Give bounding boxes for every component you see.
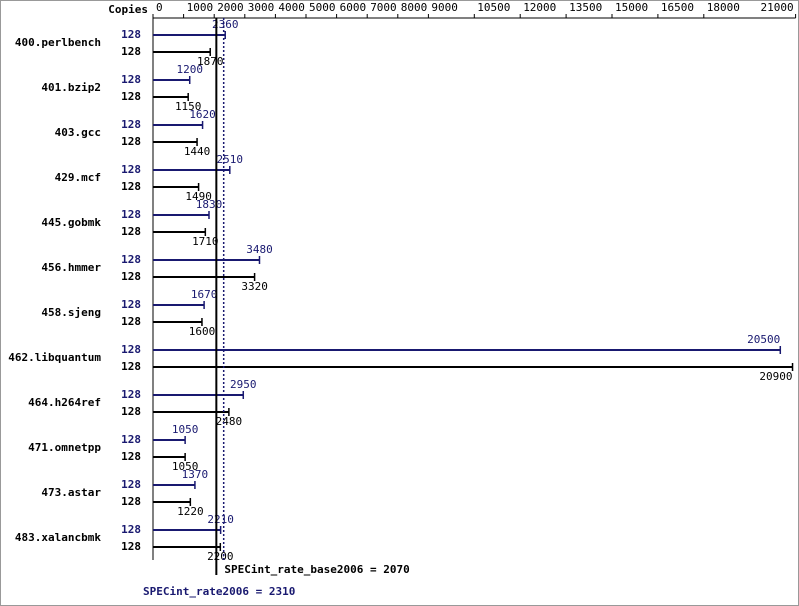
category-label: 400.perlbench [15,36,101,49]
x-tick-label: 9000 [431,1,458,14]
summary-label: SPECint_rate_base2006 = 2070 [224,563,409,576]
value-label: 1370 [182,468,209,481]
value-label: 2210 [207,513,234,526]
x-tick-label: 13500 [569,1,602,14]
copies-label: 128 [121,73,141,86]
copies-label: 128 [121,433,141,446]
copies-label: 128 [121,28,141,41]
x-tick-label: 16500 [661,1,694,14]
x-tick-label: 3000 [248,1,274,14]
value-label: 3320 [241,280,268,293]
copies-label: 128 [121,225,141,238]
value-label: 1490 [185,190,212,203]
value-label: 3480 [246,243,273,256]
copies-label: 128 [121,388,141,401]
value-label: 1440 [184,145,211,158]
value-label: 20900 [759,370,792,383]
value-label: 1830 [196,198,223,211]
summary-label: SPECint_rate2006 = 2310 [143,585,295,598]
value-label: 2950 [230,378,257,391]
value-label: 2200 [207,550,234,563]
copies-label: 128 [121,135,141,148]
value-label: 1710 [192,235,219,248]
copies-label: 128 [121,315,141,328]
x-tick-label: 2000 [217,1,244,14]
x-tick-label: 0 [156,1,163,14]
x-tick-label: 15000 [615,1,648,14]
copies-label: 128 [121,270,141,283]
category-label: 473.astar [41,486,101,499]
value-label: 1050 [172,423,199,436]
category-label: 403.gcc [55,126,101,139]
x-tick-label: 7000 [370,1,397,14]
value-label: 1150 [175,100,202,113]
x-tick-label: 18000 [707,1,740,14]
value-label: 1600 [189,325,216,338]
copies-label: 128 [121,478,141,491]
copies-label: 128 [121,180,141,193]
copies-header: Copies [108,3,148,16]
x-tick-label: 21000 [760,1,793,14]
copies-label: 128 [121,298,141,311]
copies-label: 128 [121,405,141,418]
value-label: 1620 [189,108,216,121]
category-label: 401.bzip2 [41,81,101,94]
copies-label: 128 [121,495,141,508]
copies-label: 128 [121,253,141,266]
copies-label: 128 [121,118,141,131]
x-tick-label: 4000 [278,1,305,14]
value-label: 2510 [217,153,244,166]
category-label: 445.gobmk [41,216,101,229]
value-label: 2480 [216,415,243,428]
category-label: 458.sjeng [41,306,101,319]
value-label: 1200 [176,63,203,76]
category-label: 471.omnetpp [28,441,101,454]
value-label: 20500 [747,333,780,346]
copies-label: 128 [121,163,141,176]
value-label: 1220 [177,505,204,518]
copies-label: 128 [121,45,141,58]
value-label: 1670 [191,288,218,301]
x-tick-label: 6000 [340,1,367,14]
category-label: 429.mcf [55,171,101,184]
copies-label: 128 [121,343,141,356]
value-label: 2360 [212,18,239,31]
copies-label: 128 [121,208,141,221]
x-tick-label: 10500 [477,1,510,14]
copies-label: 128 [121,540,141,553]
copies-label: 128 [121,360,141,373]
category-label: 456.hmmer [41,261,101,274]
x-tick-label: 8000 [401,1,428,14]
category-label: 462.libquantum [8,351,101,364]
category-label: 483.xalancbmk [15,531,101,544]
value-label: 1050 [172,460,199,473]
copies-label: 128 [121,523,141,536]
x-tick-label: 1000 [187,1,214,14]
category-label: 464.h264ref [28,396,101,409]
x-tick-label: 12000 [523,1,556,14]
copies-label: 128 [121,90,141,103]
copies-label: 128 [121,450,141,463]
x-tick-label: 5000 [309,1,336,14]
